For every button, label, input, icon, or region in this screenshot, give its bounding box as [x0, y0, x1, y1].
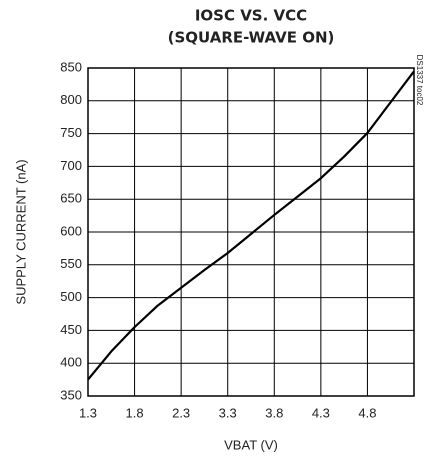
y-tick-label: 500	[60, 289, 82, 304]
x-tick-label: 4.8	[358, 405, 376, 420]
x-axis-label: VBAT (V)	[224, 437, 278, 452]
data-line	[87, 70, 415, 381]
y-tick-label: 700	[60, 158, 82, 173]
y-tick-label: 800	[60, 92, 82, 107]
y-tick-label: 650	[60, 191, 82, 206]
y-tick-label: 550	[60, 256, 82, 271]
chart-title: IOSC VS. VCC	[195, 7, 307, 25]
y-axis-label: SUPPLY CURRENT (nA)	[13, 159, 28, 304]
x-tick-label: 3.3	[219, 405, 237, 420]
chart-subtitle: (SQUARE-WAVE ON)	[168, 29, 335, 47]
y-tick-label: 750	[60, 125, 82, 140]
y-tick-label: 600	[60, 223, 82, 238]
x-tick-label: 3.8	[265, 405, 283, 420]
y-tick-label: 350	[60, 387, 82, 402]
y-tick-label: 450	[60, 322, 82, 337]
x-tick-label: 2.3	[172, 405, 190, 420]
y-tick-label: 850	[60, 59, 82, 74]
x-tick-label: 4.3	[312, 405, 330, 420]
x-tick-label: 1.3	[79, 405, 97, 420]
side-note: DS1337 toc02	[415, 55, 424, 106]
y-tick-label: 400	[60, 355, 82, 370]
x-tick-label: 1.8	[126, 405, 144, 420]
